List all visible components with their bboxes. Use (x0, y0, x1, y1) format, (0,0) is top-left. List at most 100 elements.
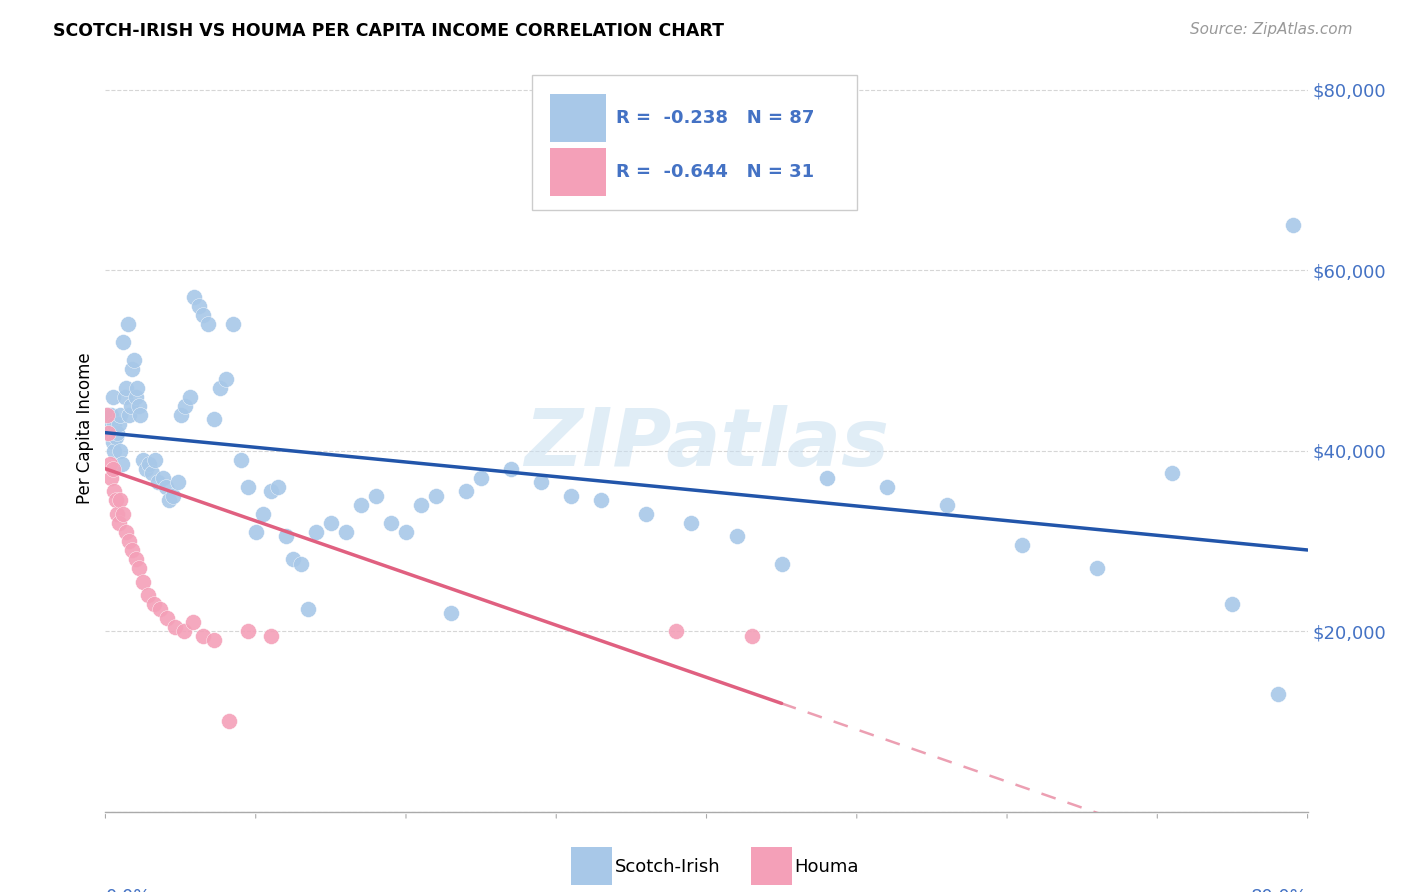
Text: R =  -0.644   N = 31: R = -0.644 N = 31 (616, 163, 814, 181)
Point (97, 425, 120, 440)
Point (1085, 561, 1108, 575)
Point (1011, 539, 1033, 553)
Point (157, 493, 180, 508)
Point (101, 434, 124, 449)
Point (166, 475, 188, 490)
Point (409, 498, 432, 512)
Point (101, 390, 124, 404)
Point (98, 425, 121, 440)
Point (290, 557, 312, 571)
Point (125, 380, 148, 394)
Point (103, 417, 125, 431)
Point (100, 408, 122, 422)
Point (169, 408, 191, 422)
Point (222, 318, 245, 332)
Point (112, 507, 135, 521)
Point (112, 335, 135, 350)
Point (142, 597, 165, 611)
Point (138, 457, 160, 471)
Point (229, 452, 252, 467)
Point (876, 480, 898, 494)
Point (96, 408, 118, 422)
Point (238, 480, 260, 494)
Point (97, 412, 120, 426)
Point (174, 399, 197, 413)
Point (1267, 687, 1289, 701)
Point (108, 516, 131, 530)
Point (114, 390, 136, 404)
Point (560, 489, 582, 503)
Point (440, 606, 463, 620)
Point (96, 408, 118, 422)
Point (117, 318, 139, 332)
Point (120, 399, 142, 413)
Point (181, 615, 204, 630)
FancyBboxPatch shape (550, 148, 606, 195)
Point (187, 299, 209, 313)
Point (191, 629, 214, 643)
Point (260, 629, 283, 643)
Point (1222, 597, 1244, 611)
Point (454, 484, 477, 499)
Point (183, 290, 205, 304)
Text: 0.0%: 0.0% (105, 888, 150, 892)
Point (425, 489, 447, 503)
Point (245, 524, 267, 539)
Point (238, 624, 260, 639)
Point (319, 516, 342, 530)
Point (815, 471, 838, 485)
Point (110, 408, 132, 422)
Point (305, 524, 328, 539)
Point (395, 524, 418, 539)
Point (100, 471, 122, 485)
Point (128, 561, 150, 575)
FancyBboxPatch shape (533, 75, 856, 210)
Point (152, 471, 174, 485)
Point (214, 371, 236, 385)
Text: 80.0%: 80.0% (1251, 888, 1308, 892)
Point (274, 529, 297, 543)
Point (173, 624, 195, 639)
Point (364, 489, 387, 503)
Point (350, 498, 373, 512)
Point (107, 425, 129, 440)
Point (122, 353, 145, 368)
Point (111, 457, 134, 471)
Text: SCOTCH-IRISH VS HOUMA PER CAPITA INCOME CORRELATION CHART: SCOTCH-IRISH VS HOUMA PER CAPITA INCOME … (53, 22, 724, 40)
Point (163, 620, 186, 634)
Point (104, 493, 127, 508)
FancyBboxPatch shape (550, 95, 606, 142)
Point (132, 574, 155, 589)
Point (936, 498, 959, 512)
Point (135, 462, 157, 476)
Point (335, 524, 357, 539)
Text: Houma: Houma (794, 858, 859, 876)
Point (115, 380, 138, 394)
Point (770, 557, 793, 571)
Point (132, 452, 155, 467)
Point (118, 533, 141, 548)
Text: ZIPatlas: ZIPatlas (524, 404, 889, 483)
Point (267, 480, 290, 494)
Point (202, 412, 225, 426)
Point (725, 529, 748, 543)
Text: R =  -0.238   N = 87: R = -0.238 N = 87 (616, 109, 814, 128)
Text: Source: ZipAtlas.com: Source: ZipAtlas.com (1189, 22, 1353, 37)
Point (104, 430, 127, 444)
Point (191, 309, 214, 323)
Point (110, 443, 132, 458)
Point (179, 390, 201, 404)
Point (591, 493, 613, 508)
Point (1161, 467, 1184, 481)
Point (107, 507, 129, 521)
Point (148, 601, 170, 615)
Point (252, 507, 274, 521)
Point (115, 524, 138, 539)
Point (146, 475, 169, 490)
Point (470, 471, 492, 485)
Point (1281, 218, 1303, 232)
Point (141, 467, 163, 481)
Point (121, 543, 143, 558)
Point (501, 462, 523, 476)
Point (124, 552, 146, 566)
